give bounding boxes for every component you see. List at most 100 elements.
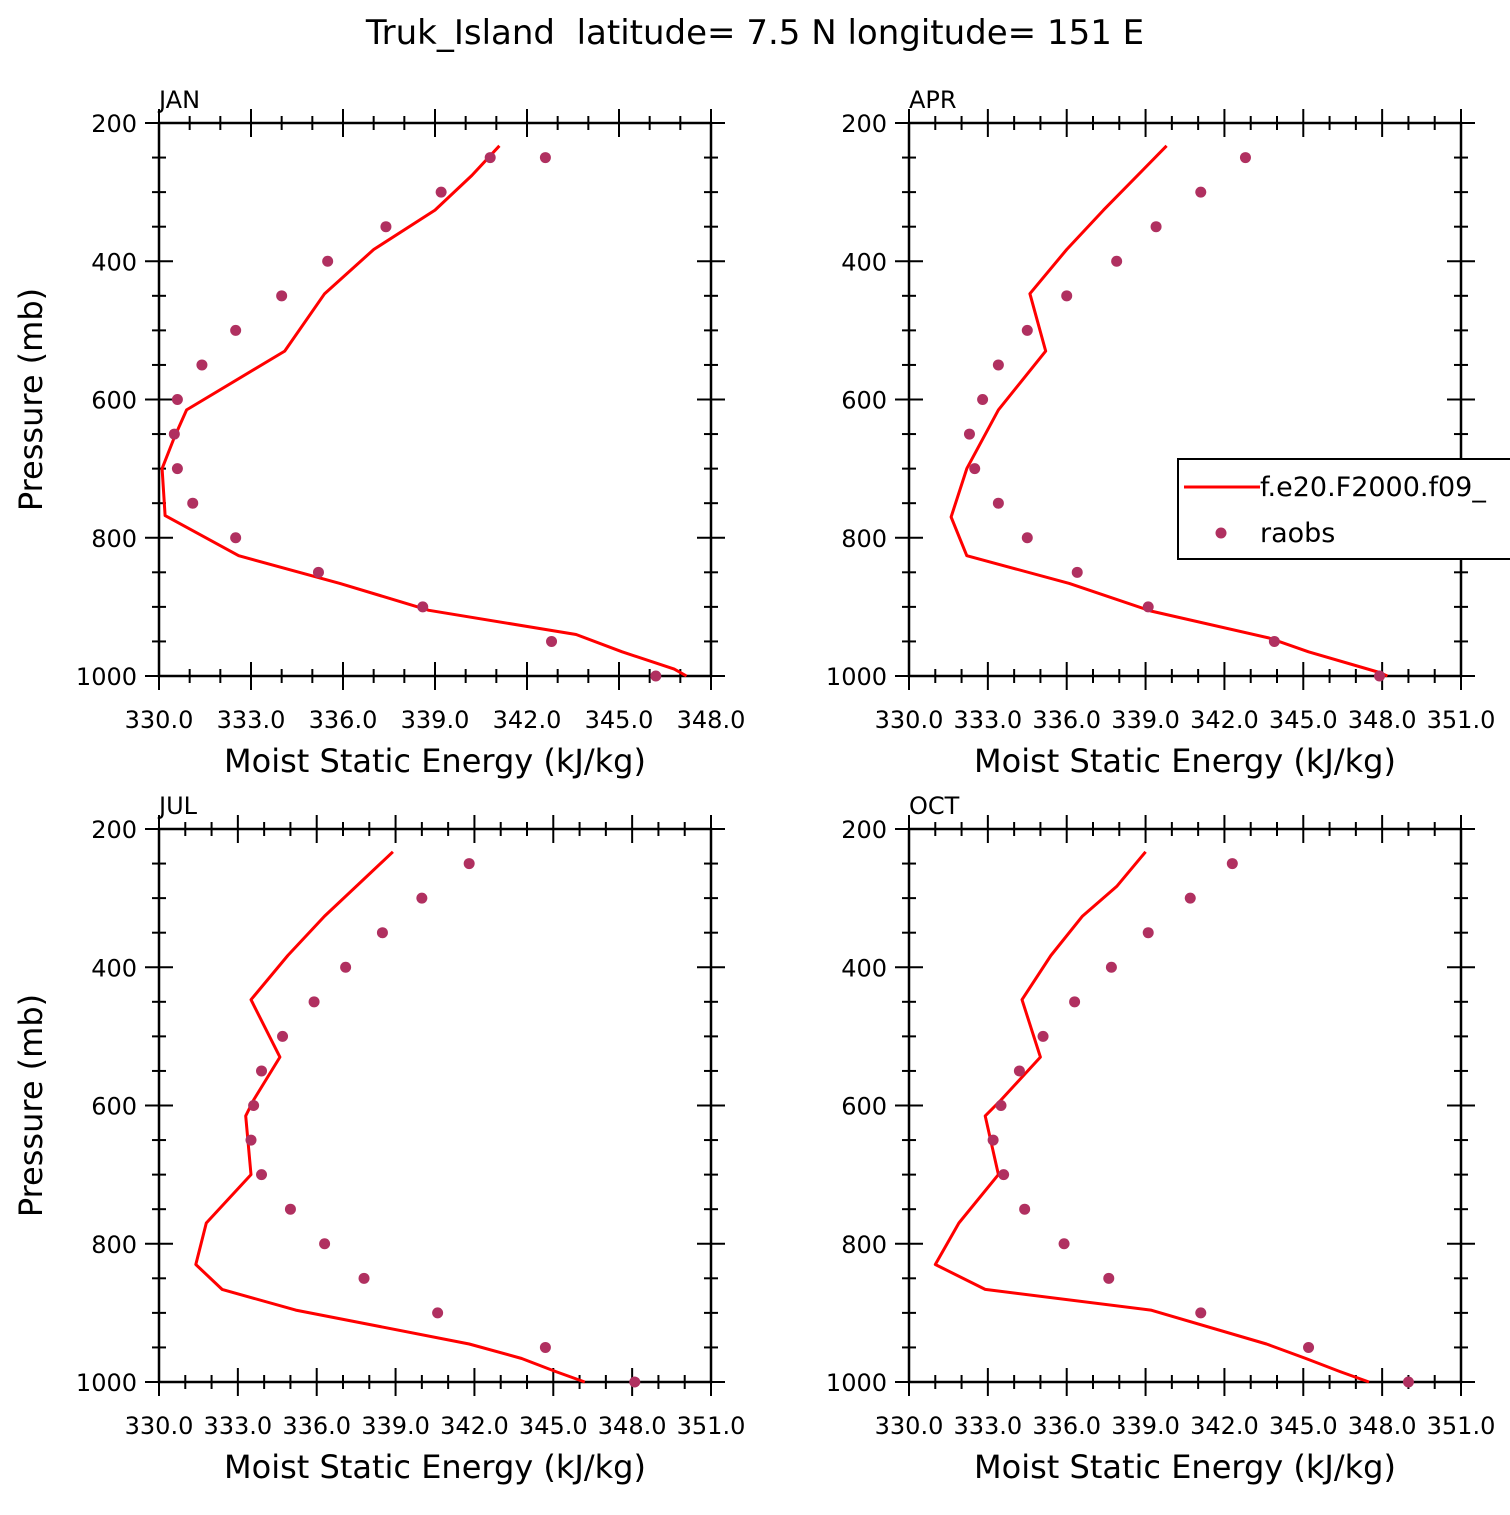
x-tick-label: 333.0: [953, 1412, 1022, 1440]
y-tick-label: 400: [841, 954, 887, 982]
raobs-point: [629, 1376, 641, 1388]
x-tick-label: 336.0: [1032, 1412, 1101, 1440]
x-tick-label: 342.0: [440, 1412, 509, 1440]
x-tick-label: 351.0: [677, 1412, 746, 1440]
raobs-point: [380, 221, 392, 233]
x-tick-label: 339.0: [1111, 706, 1180, 734]
raobs-point: [995, 1100, 1007, 1111]
raobs-point: [977, 394, 989, 405]
x-tick-label: 345.0: [1269, 1412, 1338, 1440]
raobs-point: [1150, 221, 1162, 233]
x-tick-label: 336.0: [309, 706, 378, 734]
raobs-point: [963, 428, 975, 440]
x-tick-label: 348.0: [1348, 1412, 1417, 1440]
x-tick-label: 348.0: [1348, 706, 1417, 734]
raobs-point: [284, 1203, 296, 1215]
raobs-point: [1195, 186, 1207, 198]
y-tick-label: 1000: [76, 663, 137, 691]
panel-jan: JAN 200 400 600 800 1000 330.0 333.0 336.0 339.0 3…: [12, 86, 745, 780]
x-tick-label: 333.0: [203, 1412, 272, 1440]
y-tick-label: 200: [91, 110, 137, 138]
raobs-point: [484, 152, 496, 164]
x-tick-label: 342.0: [1190, 1412, 1259, 1440]
plot-frame: [907, 827, 1463, 1384]
raobs-point: [187, 497, 199, 509]
y-tick-label: 600: [841, 387, 887, 415]
y-tick-label: 400: [841, 248, 887, 276]
raobs-point: [1111, 255, 1123, 267]
raobs-point: [1142, 601, 1154, 613]
x-tick-label: 345.0: [519, 1412, 588, 1440]
y-axis-label: Pressure (mb): [12, 288, 50, 511]
raobs-point: [308, 996, 320, 1008]
x-tick-label: 339.0: [1111, 1412, 1180, 1440]
raobs-point: [416, 892, 428, 904]
x-tick-label: 330.0: [875, 706, 944, 734]
raobs-point: [650, 670, 662, 682]
panel-oct: OCT 200 400 600 800 1000 330.0 333.0 336.0 339.0 3…: [826, 792, 1495, 1486]
raobs-point: [1021, 532, 1033, 544]
x-tick-label: 339.0: [401, 706, 470, 734]
raobs-point: [322, 255, 334, 267]
raobs-point: [1142, 927, 1154, 939]
raobs-point: [376, 927, 388, 939]
x-tick-label: 330.0: [125, 1412, 194, 1440]
raobs-point: [277, 1030, 289, 1042]
raobs-point: [1103, 1272, 1115, 1284]
y-tick-label: 600: [91, 1093, 137, 1121]
raobs-point: [987, 1134, 999, 1146]
x-tick-label: 342.0: [493, 706, 562, 734]
model-line: [194, 850, 586, 1384]
y-axis-label: Pressure (mb): [12, 994, 50, 1217]
legend-box: [1177, 458, 1510, 560]
x-tick-label: 348.0: [598, 1412, 667, 1440]
raobs-point: [196, 359, 208, 371]
raobs-point: [1374, 670, 1386, 682]
raobs-point: [319, 1238, 331, 1250]
raobs-point: [1303, 1341, 1315, 1353]
x-tick-label: 336.0: [1032, 706, 1101, 734]
x-tick-label: 333.0: [217, 706, 286, 734]
x-axis-label: Moist Static Energy (kJ/kg): [224, 1448, 646, 1486]
figure-title: Truk_Island latitude= 7.5 N longitude= 1…: [365, 13, 1144, 53]
y-tick-label: 600: [841, 1093, 887, 1121]
legend: f.e20.F2000.f09_raobs: [1177, 458, 1510, 560]
x-tick-label: 339.0: [361, 1412, 430, 1440]
y-tick-label: 1000: [826, 1369, 887, 1397]
x-tick-label: 330.0: [125, 706, 194, 734]
raobs-point: [230, 532, 242, 544]
raobs-point: [276, 290, 288, 302]
plot-frame: [157, 827, 713, 1384]
legend-model-label: f.e20.F2000.f09_: [1260, 472, 1486, 503]
raobs-point: [546, 635, 558, 647]
panel-apr: APR 200 400 600 800 1000 330.0 333.0 336.0 339.0 3…: [826, 86, 1510, 780]
raobs-point: [432, 1307, 444, 1319]
panel-label: APR: [909, 86, 957, 114]
x-tick-label: 345.0: [1269, 706, 1338, 734]
raobs-point: [1021, 324, 1033, 336]
raobs-point: [245, 1134, 257, 1146]
x-tick-label: 330.0: [875, 1412, 944, 1440]
raobs-point: [1105, 961, 1117, 973]
raobs-point: [1195, 1307, 1207, 1319]
raobs-point: [969, 463, 981, 475]
legend-obs-swatch: [1215, 527, 1227, 539]
plot-frame: [907, 121, 1463, 678]
raobs-point: [992, 497, 1004, 509]
raobs-point: [1037, 1030, 1049, 1042]
x-tick-label: 342.0: [1190, 706, 1259, 734]
raobs-point: [168, 428, 180, 440]
y-tick-label: 600: [91, 387, 137, 415]
raobs-point: [1226, 858, 1238, 870]
raobs-point: [1019, 1203, 1031, 1215]
panel-jul: JUL 200 400 600 800 1000 330.0 333.0 336.0 339.0 3…: [12, 792, 745, 1486]
x-tick-label: 333.0: [953, 706, 1022, 734]
x-axis-label: Moist Static Energy (kJ/kg): [224, 742, 646, 780]
raobs-point: [1239, 152, 1251, 164]
raobs-point: [1013, 1065, 1025, 1077]
raobs-point: [358, 1272, 370, 1284]
raobs-point: [312, 566, 324, 578]
raobs-point: [417, 601, 429, 613]
raobs-point: [539, 1341, 551, 1353]
